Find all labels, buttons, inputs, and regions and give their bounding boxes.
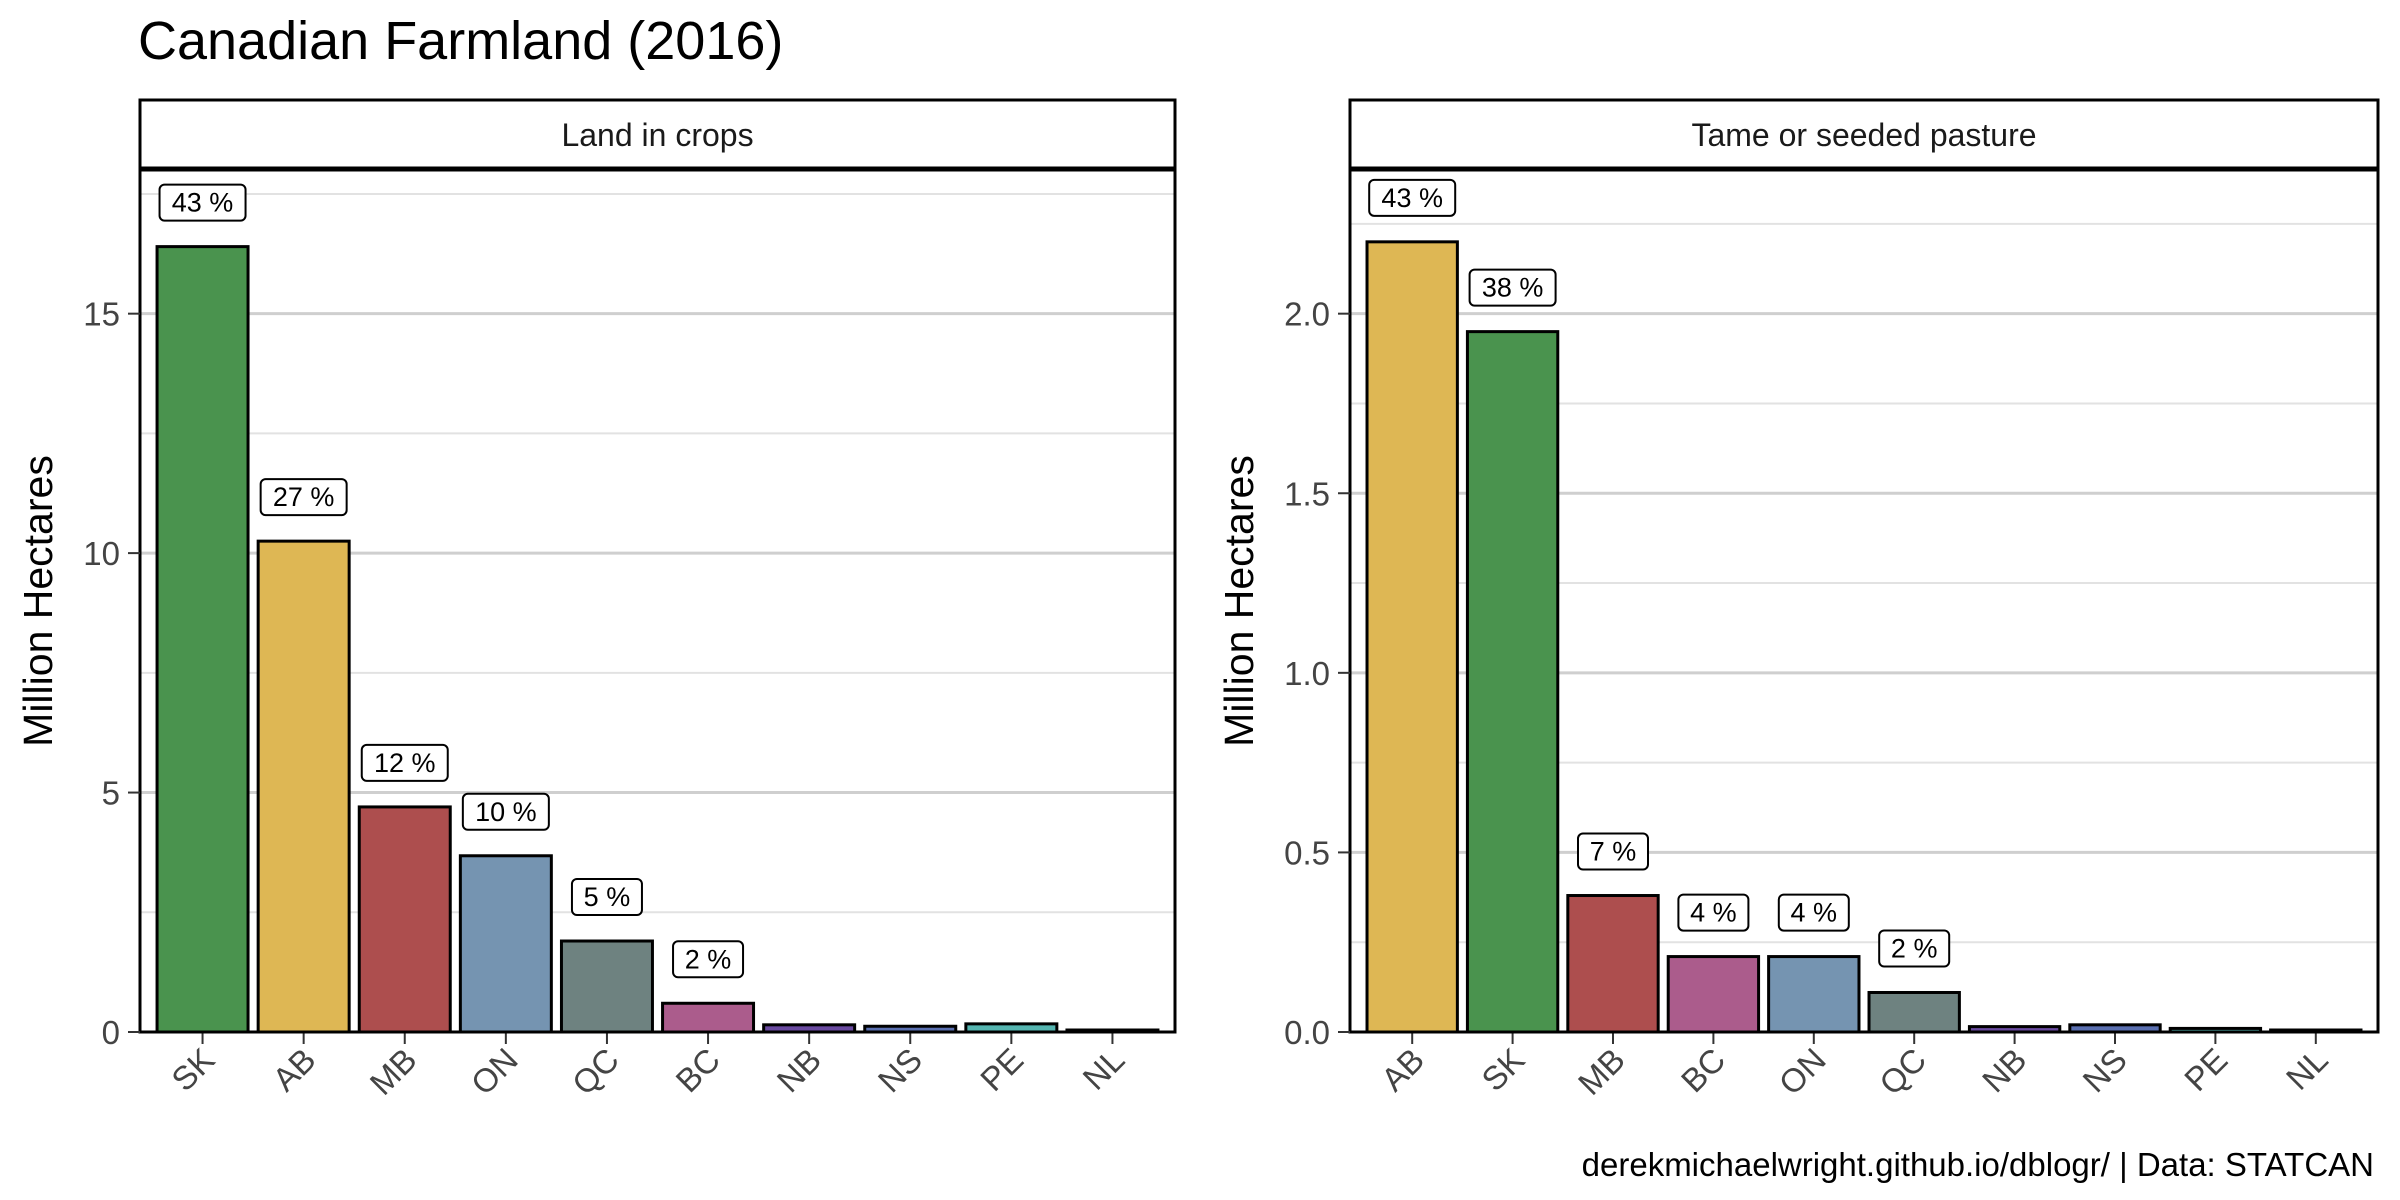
- facet-strip: [1348, 98, 2380, 170]
- data-label-box: [1468, 268, 1557, 307]
- data-label-mb: 12 %: [374, 748, 436, 778]
- y-tick-label: 1.0: [1284, 655, 1330, 692]
- x-tick-label-nb: NB: [1975, 1041, 2034, 1100]
- y-axis-title: Million Hectares: [15, 455, 61, 747]
- y-tick-label: 10: [83, 535, 120, 572]
- y-axis-title: Million Hectares: [1216, 455, 1262, 747]
- data-label-box: [1777, 893, 1850, 932]
- x-tick-label-bc: BC: [668, 1041, 727, 1100]
- bar-ab: [1365, 240, 1459, 1034]
- data-label-sk: 43 %: [172, 188, 234, 218]
- bar-on: [458, 854, 553, 1034]
- source-caption: derekmichaelwright.github.io/dblogr/ | D…: [1581, 1146, 2374, 1183]
- data-label-box: [360, 743, 449, 782]
- data-label-mb: 7 %: [1590, 837, 1637, 867]
- x-tick-label-ns: NS: [871, 1041, 930, 1100]
- y-tick-label: 0: [102, 1014, 120, 1051]
- bar-on: [1767, 955, 1861, 1034]
- data-label-ab: 43 %: [1381, 183, 1443, 213]
- data-label-qc: 2 %: [1891, 933, 1938, 963]
- data-label-box: [158, 183, 247, 222]
- y-tick-label: 15: [83, 296, 120, 333]
- y-tick-label: 1.5: [1284, 475, 1330, 512]
- bar-sk: [1465, 330, 1560, 1034]
- data-label-box: [461, 792, 550, 831]
- x-tick-label-mb: MB: [1571, 1041, 1632, 1102]
- bar-bc: [661, 1001, 756, 1034]
- y-tick-label: 5: [102, 775, 120, 812]
- x-tick-label-on: ON: [464, 1041, 525, 1102]
- panel-border: [1348, 168, 2380, 1034]
- bar-bc: [1666, 955, 1761, 1034]
- data-label-box: [1368, 178, 1457, 217]
- bar-qc: [1867, 990, 1961, 1034]
- x-tick-label-ab: AB: [1374, 1041, 1431, 1098]
- data-label-on: 10 %: [475, 797, 537, 827]
- chart-title: Canadian Farmland (2016): [138, 11, 784, 71]
- bar-ab: [256, 539, 351, 1034]
- data-label-box: [672, 940, 745, 979]
- x-tick-label-qc: QC: [1872, 1041, 1933, 1102]
- data-label-box: [259, 478, 348, 517]
- x-tick-label-ab: AB: [265, 1041, 322, 1098]
- data-label-box: [1878, 929, 1951, 968]
- data-label-qc: 5 %: [584, 882, 631, 912]
- y-tick-label: 0.5: [1284, 834, 1330, 871]
- data-label-ab: 27 %: [273, 482, 335, 512]
- x-tick-label-ns: NS: [2075, 1041, 2134, 1100]
- x-tick-label-on: ON: [1772, 1041, 1833, 1102]
- facet-strip-label: Tame or seeded pasture: [1691, 117, 2036, 153]
- bar-sk: [155, 245, 250, 1034]
- data-label-bc: 4 %: [1690, 898, 1737, 928]
- x-tick-label-nl: NL: [2279, 1041, 2335, 1097]
- x-tick-label-sk: SK: [164, 1041, 221, 1098]
- x-tick-label-pe: PE: [973, 1041, 1030, 1098]
- x-tick-label-mb: MB: [363, 1041, 424, 1102]
- facet-strip-label: Land in crops: [561, 117, 753, 153]
- data-label-on: 4 %: [1791, 898, 1838, 928]
- y-tick-label: 0.0: [1284, 1014, 1330, 1051]
- x-tick-label-bc: BC: [1674, 1041, 1733, 1100]
- x-tick-label-nl: NL: [1075, 1041, 1131, 1097]
- data-label-box: [1677, 893, 1750, 932]
- panel-tame-or-seeded-pasture: 43 % AB 38 % SK 7 % MB 4 % BC 4 % ON 2 % QC NB NS PE NL…: [1216, 98, 2380, 1102]
- x-tick-label-sk: SK: [1474, 1041, 1531, 1098]
- bar-mb: [357, 805, 452, 1034]
- x-tick-label-qc: QC: [565, 1041, 626, 1102]
- panel-land-in-crops: 43 % SK 27 % AB 12 % MB 10 % ON 5 % QC 2 % BC NB NS PE…: [15, 98, 1177, 1102]
- x-tick-label-nb: NB: [770, 1041, 829, 1100]
- panel-border: [138, 168, 1177, 1034]
- data-label-box: [570, 878, 643, 917]
- data-label-bc: 2 %: [685, 944, 732, 974]
- data-label-box: [1577, 832, 1649, 871]
- x-tick-label-pe: PE: [2177, 1041, 2234, 1098]
- y-tick-label: 2.0: [1284, 296, 1330, 333]
- data-label-sk: 38 %: [1482, 273, 1544, 303]
- bar-mb: [1566, 894, 1660, 1034]
- bar-qc: [559, 939, 654, 1034]
- facet-strip: [138, 98, 1177, 170]
